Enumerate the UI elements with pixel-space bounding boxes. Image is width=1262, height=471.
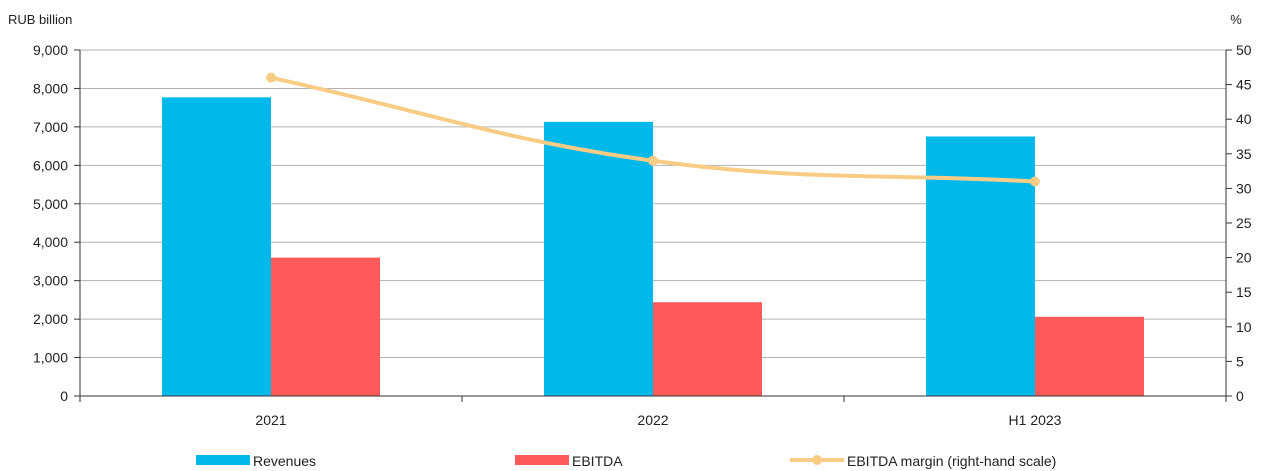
legend-swatch-ebitda bbox=[515, 455, 569, 465]
margin-point-2 bbox=[648, 155, 658, 166]
right-tick-label: 50 bbox=[1236, 42, 1252, 58]
right-tick-label: 0 bbox=[1236, 388, 1244, 404]
left-tick-label: 2,000 bbox=[33, 311, 68, 327]
right-tick-label: 10 bbox=[1236, 319, 1252, 335]
margin-point-1 bbox=[266, 72, 276, 83]
left-tick-label: 9,000 bbox=[33, 42, 68, 58]
legend-marker-ebitda-margin-right-hand-scale bbox=[812, 455, 822, 465]
margin-point-3 bbox=[1030, 176, 1040, 187]
left-tick-label: 7,000 bbox=[33, 119, 68, 135]
legend: Revenues EBITDA EBITDA margin (right-hand … bbox=[196, 453, 1056, 469]
right-tick-label: 20 bbox=[1236, 250, 1252, 266]
right-tick-label: 25 bbox=[1236, 215, 1252, 231]
x-tick-label: 2022 bbox=[637, 412, 668, 428]
bar-ebitda-2 bbox=[653, 302, 762, 396]
bar-revenues-2 bbox=[544, 121, 653, 396]
axes: 0 1,000 2,000 3,000 4,000 5,000 6,000 7,000 8,00… bbox=[33, 42, 1252, 428]
bar-ebitda-3 bbox=[1035, 316, 1144, 396]
left-tick-label: 4,000 bbox=[33, 234, 68, 250]
right-tick-label: 15 bbox=[1236, 284, 1252, 300]
left-tick-label: 1,000 bbox=[33, 350, 68, 366]
bar-revenues-3 bbox=[926, 136, 1035, 396]
left-tick-label: 8,000 bbox=[33, 80, 68, 96]
legend-label-ebitda: EBITDA bbox=[572, 453, 623, 469]
left-tick-label: 0 bbox=[60, 388, 68, 404]
bars bbox=[162, 97, 1144, 396]
right-tick-label: 45 bbox=[1236, 77, 1252, 93]
right-tick-label: 5 bbox=[1236, 353, 1244, 369]
bar-revenues-1 bbox=[162, 97, 271, 396]
legend-label-ebitda-margin-right-hand-scale: EBITDA margin (right-hand scale) bbox=[847, 453, 1056, 469]
legend-swatch-revenues bbox=[196, 455, 250, 465]
bar-ebitda-1 bbox=[271, 257, 380, 396]
right-tick-label: 40 bbox=[1236, 111, 1252, 127]
left-tick-label: 3,000 bbox=[33, 273, 68, 289]
right-tick-label: 35 bbox=[1236, 146, 1252, 162]
legend-label-revenues: Revenues bbox=[253, 453, 316, 469]
right-axis-unit: % bbox=[1230, 12, 1242, 27]
left-axis-unit: RUB billion bbox=[8, 12, 72, 27]
x-tick-label: 2021 bbox=[255, 412, 286, 428]
left-tick-label: 6,000 bbox=[33, 157, 68, 173]
right-tick-label: 30 bbox=[1236, 180, 1252, 196]
left-tick-label: 5,000 bbox=[33, 196, 68, 212]
margin-line bbox=[266, 72, 1040, 187]
x-tick-label: H1 2023 bbox=[1009, 412, 1062, 428]
